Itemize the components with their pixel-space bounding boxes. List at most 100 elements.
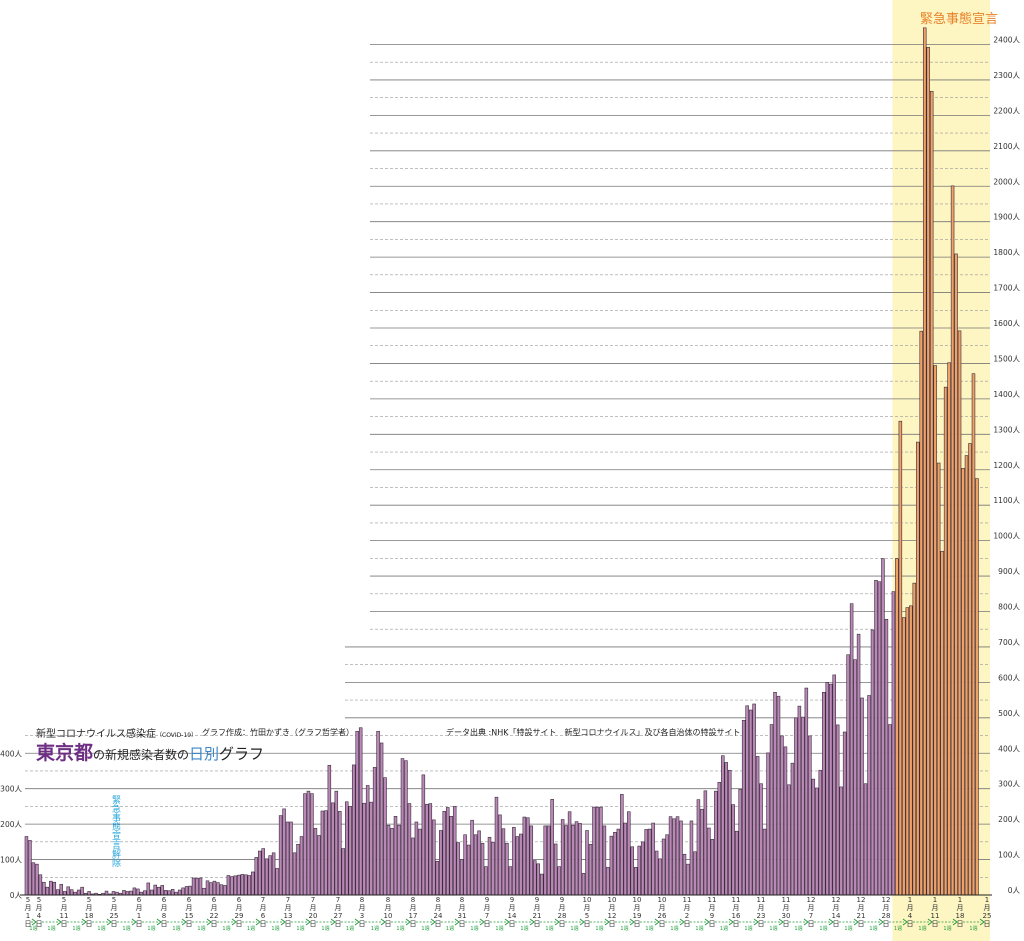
bar	[226, 875, 231, 896]
bar	[160, 885, 164, 896]
bar	[745, 705, 749, 896]
bar	[853, 659, 857, 896]
bar	[195, 878, 199, 896]
bar	[790, 762, 795, 896]
bar	[783, 746, 788, 896]
week-label: 1週	[520, 925, 528, 932]
bar	[470, 819, 474, 896]
date-label-part: 日	[260, 920, 267, 928]
date-label-part: 月	[509, 904, 516, 912]
y-tick-label-right: 700人	[998, 638, 1020, 647]
date-label-part: 27	[334, 912, 343, 920]
bar	[606, 867, 610, 896]
bar	[815, 787, 819, 896]
week-arrow-head	[81, 918, 87, 926]
bar	[571, 824, 575, 896]
week-label: 1週	[894, 925, 902, 932]
week-arrow-head	[354, 918, 360, 926]
bar	[365, 785, 370, 896]
bar	[369, 801, 373, 896]
bar	[404, 760, 408, 896]
y-tick-label-left: 400人	[0, 749, 22, 758]
y-tick-label-right: 2100人	[993, 142, 1020, 151]
bar	[686, 863, 690, 896]
bar	[341, 848, 346, 896]
bar	[386, 824, 391, 896]
bar	[383, 777, 387, 896]
date-label-part: 9	[710, 912, 714, 920]
week-arrow-head	[529, 918, 535, 926]
date-label-part: 月	[758, 904, 765, 912]
bar	[762, 828, 767, 896]
week-label: 1週	[47, 925, 55, 932]
week-label: 1週	[670, 925, 678, 932]
date-label-part: 1	[933, 896, 937, 904]
week-arrow-head	[504, 918, 510, 926]
date-label-part: 日	[733, 920, 740, 928]
bar	[184, 886, 189, 896]
bar	[435, 861, 440, 896]
week-label: 1週	[222, 925, 230, 932]
bar	[459, 859, 464, 896]
week-arrow-head	[629, 918, 635, 926]
bar	[936, 462, 941, 896]
date-label-part: 日	[236, 920, 243, 928]
date-label-part: 日	[310, 920, 317, 928]
date-label-part: 日	[634, 920, 641, 928]
y-tick-label-right: 2300人	[993, 71, 1020, 80]
bar	[613, 831, 617, 896]
bar	[111, 891, 116, 896]
y-tick-label-left: 200人	[0, 820, 22, 829]
date-label-part: 月	[86, 904, 93, 912]
bar	[268, 855, 272, 896]
week-arrow-head	[579, 918, 585, 926]
bar	[668, 816, 673, 896]
bar	[177, 889, 182, 896]
bar	[351, 764, 356, 896]
bar	[477, 830, 481, 896]
date-label-part: 7	[336, 896, 340, 904]
bar	[787, 784, 791, 896]
bar	[358, 727, 363, 896]
bar	[863, 783, 868, 896]
date-label-part: 月	[260, 904, 267, 912]
bar	[682, 853, 687, 896]
y-tick-label-right: 400人	[998, 744, 1020, 753]
bar	[644, 829, 648, 896]
bar	[212, 880, 217, 896]
bar	[76, 889, 81, 896]
y-tick-label-right: 800人	[998, 603, 1020, 612]
bar	[38, 874, 43, 896]
week-label: 1週	[819, 925, 827, 932]
y-tick-label-right: 1200人	[993, 461, 1020, 470]
date-label-part: 17	[409, 912, 418, 920]
date-label-part: 8	[360, 896, 364, 904]
date-label-part: 日	[335, 920, 342, 928]
bar	[564, 825, 568, 896]
date-label-part: 4	[37, 912, 42, 920]
y-tick-label-right: 1100人	[993, 496, 1020, 505]
bar	[452, 806, 457, 896]
date-label-part: 19	[633, 912, 642, 920]
bar	[320, 810, 325, 896]
date-label-part: 月	[932, 904, 939, 912]
bar	[599, 806, 603, 896]
date-label-part: 月	[285, 904, 292, 912]
bar	[543, 825, 547, 896]
bar	[602, 825, 607, 896]
bar	[233, 875, 238, 896]
bar	[630, 846, 635, 896]
bar	[870, 629, 875, 896]
week-label: 1週	[396, 925, 404, 932]
bar	[244, 874, 248, 896]
bar	[860, 697, 864, 896]
date-label-part: 日	[285, 920, 292, 928]
date-label-part: 18	[956, 912, 965, 920]
bar	[968, 443, 972, 896]
